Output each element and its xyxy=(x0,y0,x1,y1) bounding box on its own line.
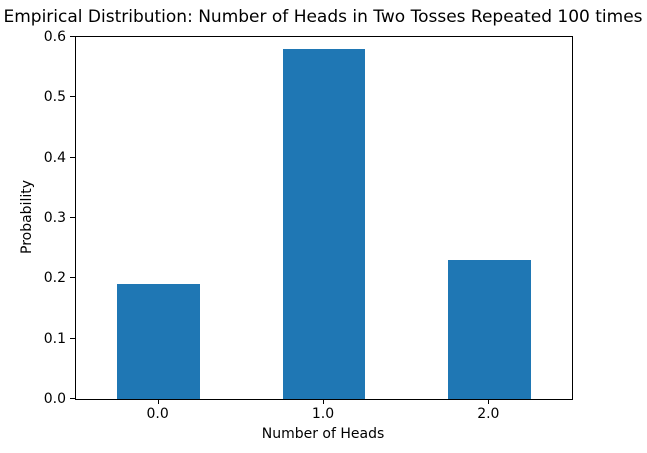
x-tick-label: 0.0 xyxy=(146,406,169,422)
y-tick-mark xyxy=(70,36,75,37)
x-tick-mark xyxy=(323,399,324,404)
y-tick-label: 0.2 xyxy=(43,270,66,287)
x-tick-label: 1.0 xyxy=(311,406,335,422)
y-tick-label: 0.3 xyxy=(43,210,66,226)
bar xyxy=(282,49,366,399)
bar xyxy=(117,284,200,399)
y-tick-label: 0.4 xyxy=(43,149,66,166)
y-tick-mark xyxy=(70,337,75,339)
y-tick-label: 0.1 xyxy=(43,330,66,347)
plot-area xyxy=(75,36,573,400)
y-tick-label: 0.6 xyxy=(43,29,66,45)
y-tick-mark xyxy=(70,398,75,399)
x-tick-mark xyxy=(157,399,159,404)
x-axis-label: Number of Heads xyxy=(261,426,385,442)
y-tick-mark xyxy=(70,156,75,158)
y-tick-mark xyxy=(70,217,75,218)
y-tick-label: 0.5 xyxy=(43,89,66,106)
x-tick-label: 2.0 xyxy=(477,406,500,422)
x-tick-mark xyxy=(488,399,490,404)
chart-title: Empirical Distribution: Number of Heads … xyxy=(3,7,643,27)
bar xyxy=(448,260,531,399)
y-tick-mark xyxy=(70,277,75,279)
y-tick-mark xyxy=(70,96,75,98)
y-tick-label: 0.0 xyxy=(43,391,66,407)
